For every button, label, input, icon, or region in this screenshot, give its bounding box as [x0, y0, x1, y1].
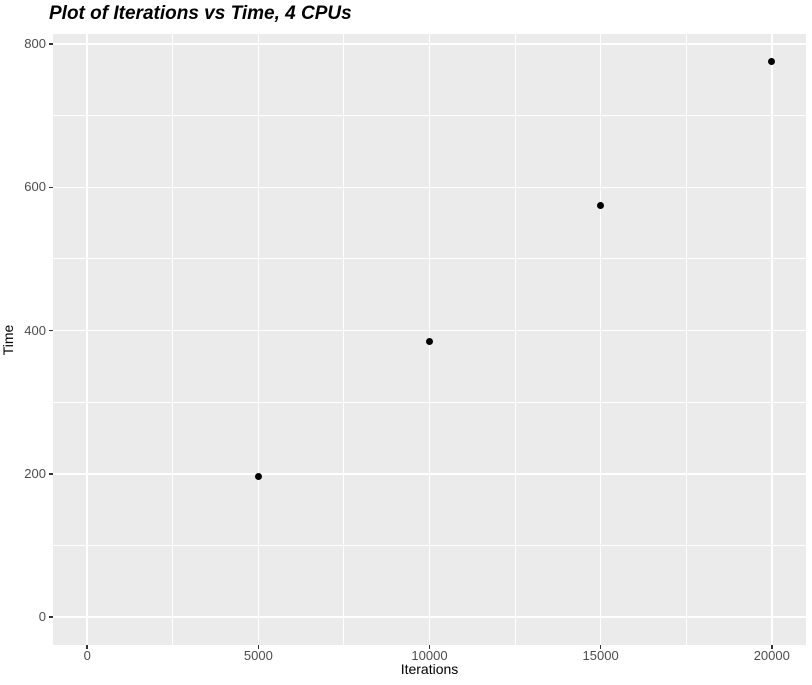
x-axis-title: Iterations [400, 661, 459, 677]
major-gridline-x [86, 34, 88, 645]
x-tick-mark [771, 645, 773, 649]
major-gridline-y [53, 616, 806, 618]
minor-gridline-x [172, 34, 174, 645]
minor-gridline-x [343, 34, 345, 645]
x-tick-label: 10000 [411, 648, 448, 663]
chart-title: Plot of Iterations vs Time, 4 CPUs [49, 3, 352, 24]
y-tick-label: 200 [24, 465, 46, 481]
x-tick-label: 0 [83, 648, 91, 663]
data-point [254, 473, 262, 481]
major-gridline-y [53, 473, 806, 475]
data-point [597, 202, 605, 210]
x-tick-label: 20000 [753, 648, 790, 663]
major-gridline-y [53, 186, 806, 189]
x-tick-mark [257, 645, 260, 649]
major-gridline-y [53, 329, 806, 332]
x-tick-mark [599, 645, 602, 649]
y-tick-mark [49, 43, 53, 45]
x-tick-label: 5000 [243, 648, 273, 663]
x-tick-mark [86, 645, 88, 649]
y-axis-title: Time [0, 324, 16, 356]
y-tick-label: 600 [24, 179, 46, 195]
major-gridline-x [257, 34, 260, 645]
x-tick-mark [428, 645, 431, 649]
plot-panel [53, 34, 806, 645]
y-tick-mark [49, 329, 53, 332]
y-tick-label: 800 [24, 36, 46, 52]
y-tick-label: 0 [38, 609, 46, 625]
x-tick-label: 15000 [582, 648, 619, 663]
y-tick-label: 400 [24, 322, 46, 338]
major-gridline-x [599, 34, 602, 645]
minor-gridline-x [514, 34, 516, 645]
y-tick-mark [49, 473, 53, 475]
data-point [426, 337, 433, 345]
data-point [768, 58, 776, 66]
y-tick-mark [49, 186, 53, 189]
major-gridline-y [53, 43, 806, 45]
y-tick-mark [49, 616, 53, 618]
minor-gridline-x [685, 34, 687, 645]
major-gridline-x [771, 34, 773, 645]
